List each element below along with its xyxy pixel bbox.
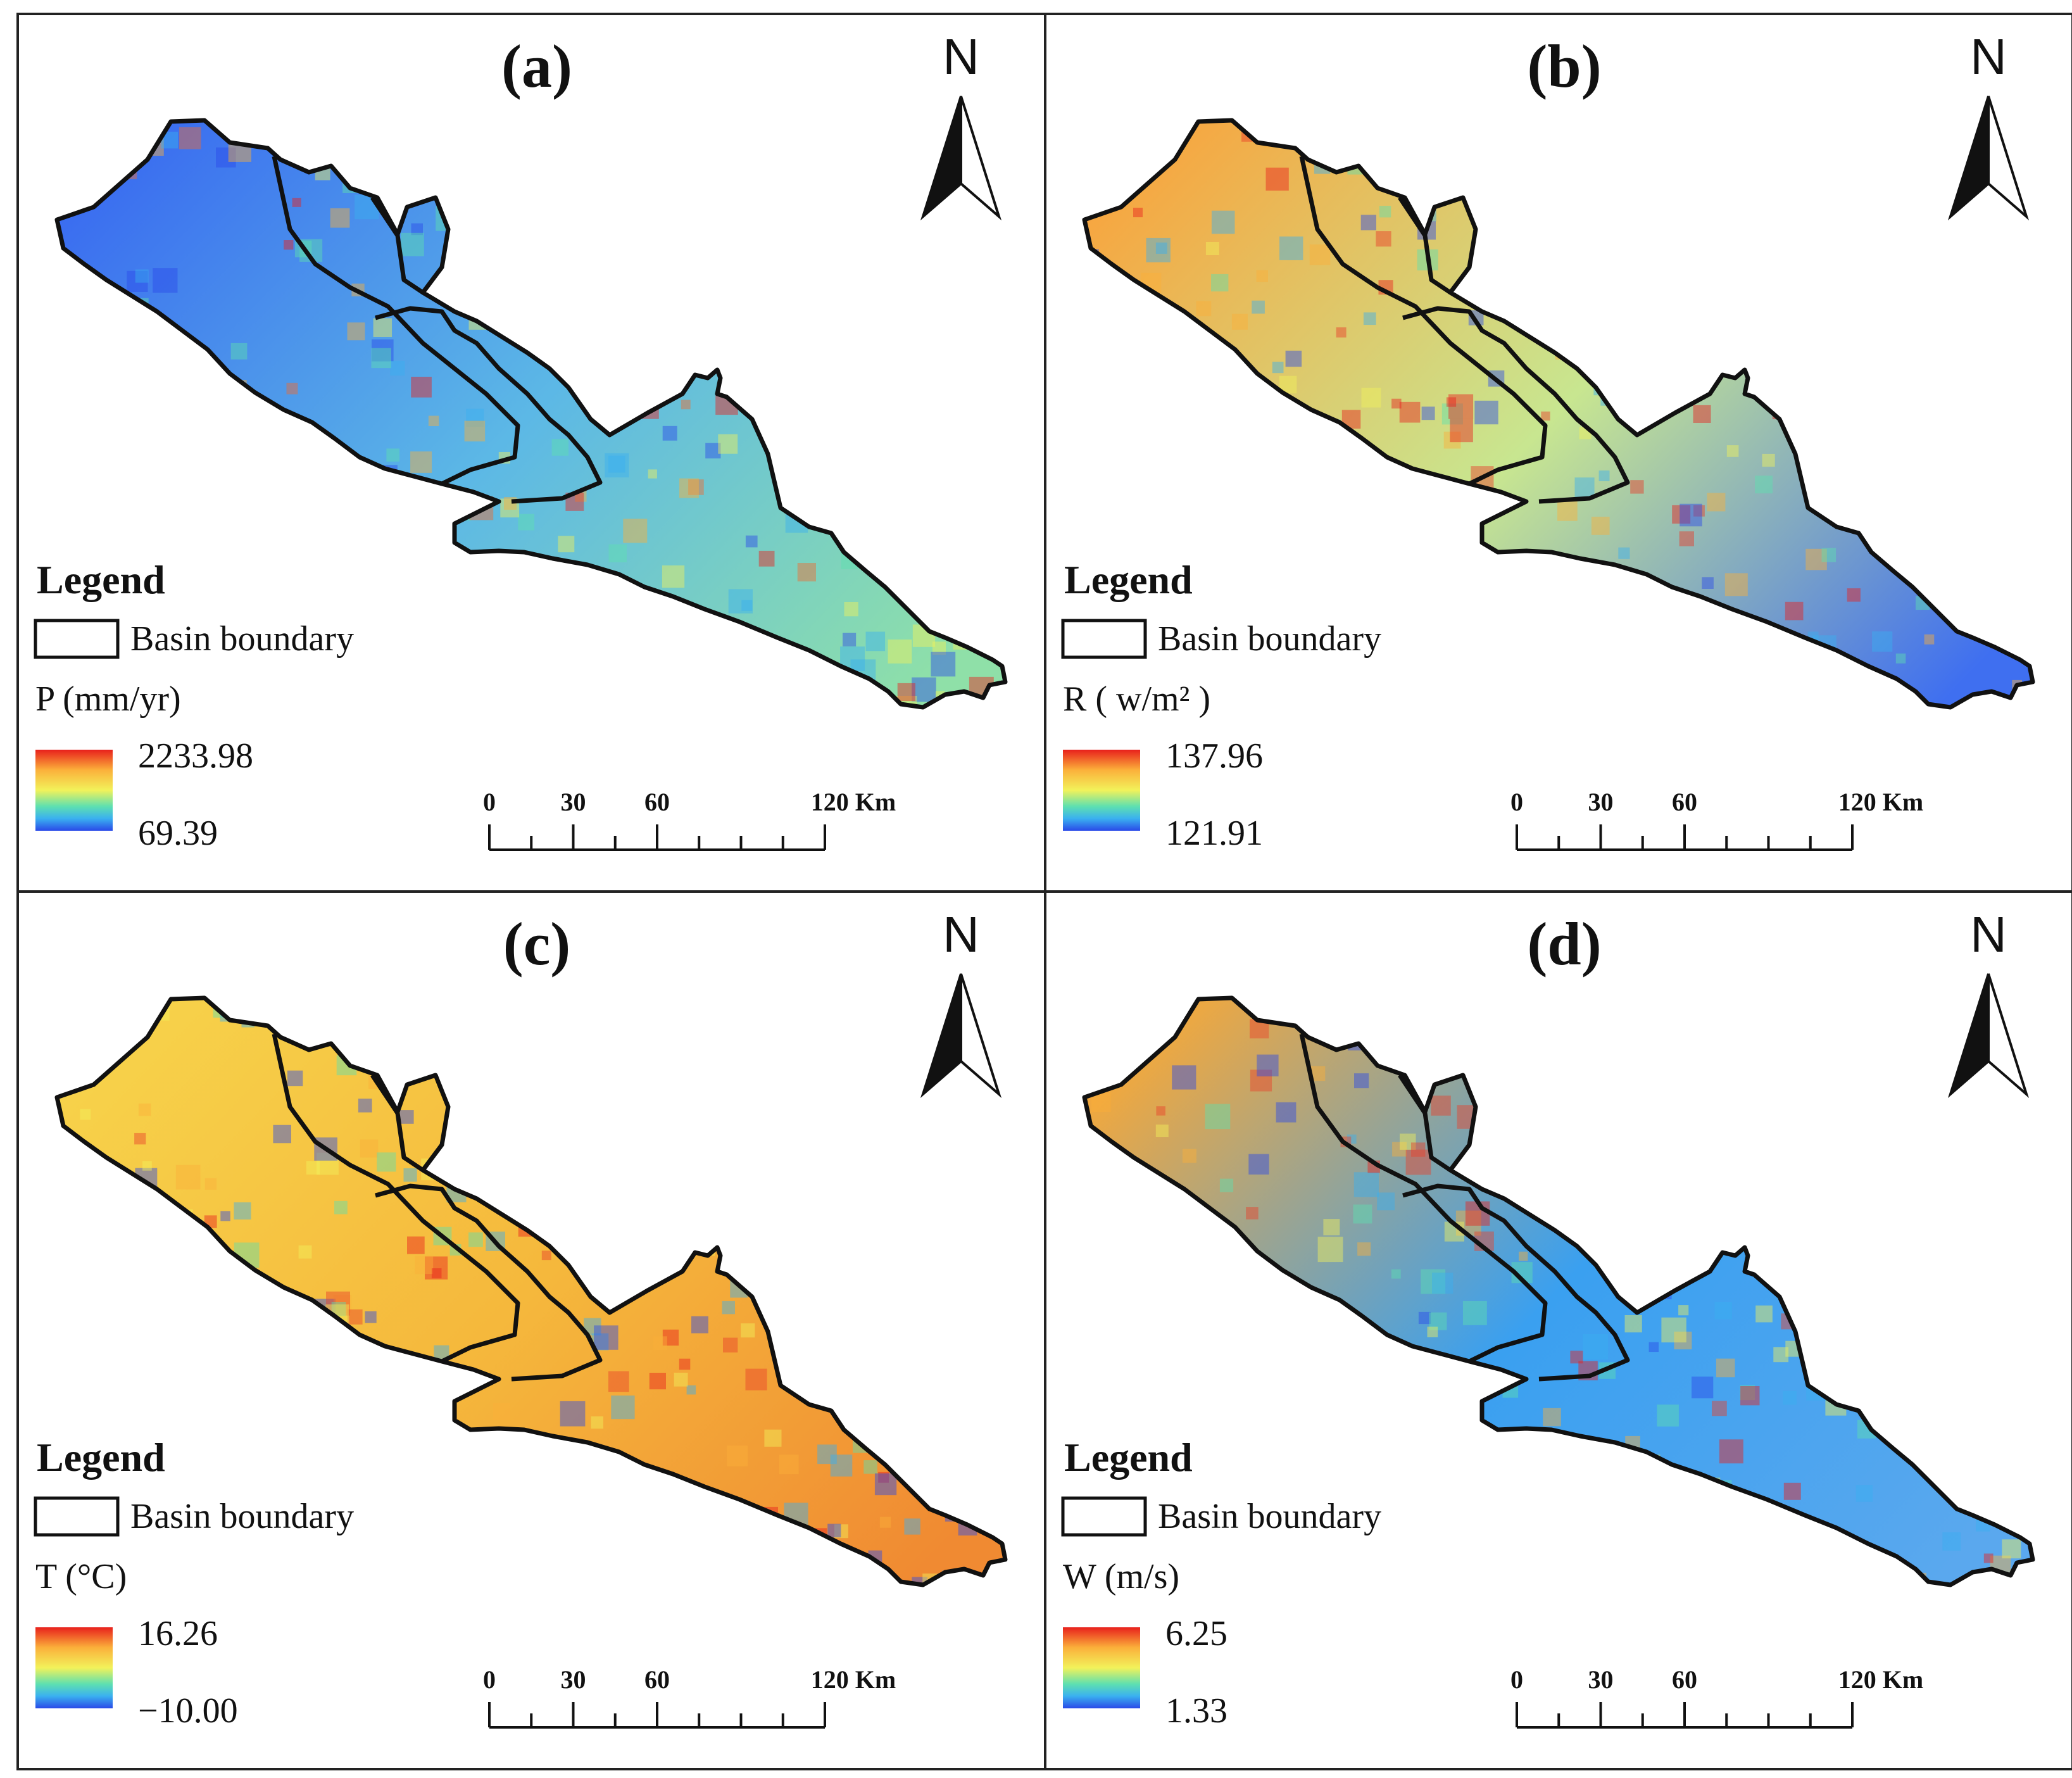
scale-tick-0: 0 — [1510, 1665, 1523, 1694]
legend-title: Legend — [1064, 1435, 1193, 1480]
panel-a-north-arrow-icon: N — [920, 28, 1002, 221]
panel-a-legend: Legend Basin boundary P (mm/yr) 2233.98 69.3… — [34, 557, 354, 853]
color-ramp — [35, 750, 113, 831]
north-arrow-right-half — [960, 96, 1002, 221]
variable-label: P (mm/yr) — [35, 679, 181, 719]
legend-title: Legend — [37, 557, 165, 602]
variable-label: T (°C) — [35, 1557, 127, 1596]
scale-tick-2: 60 — [1672, 1665, 1697, 1694]
legend-max-value: 2233.98 — [138, 736, 253, 776]
panels: (a) N Legend Basin boundary P (mm/yr) 2233.98… — [16, 13, 2072, 1770]
panel-a-scale-bar: 0 30 60 120 Km — [483, 788, 896, 851]
scale-tick-1: 30 — [1588, 1665, 1614, 1694]
panel-a-sub-basin-boundary-1 — [272, 156, 520, 486]
legend-title: Legend — [37, 1435, 165, 1480]
panel-d-scale-bar: 0 30 60 120 Km — [1510, 1665, 1923, 1729]
panel-b-north-letter: N — [1970, 28, 2007, 85]
scale-tick-2: 60 — [1672, 788, 1697, 816]
color-ramp — [35, 1627, 113, 1708]
panel-b-north-arrow-icon: N — [1947, 28, 2030, 221]
scale-tick-3: 120 Km — [811, 1665, 896, 1694]
panel-d-north-arrow-icon: N — [1947, 906, 2030, 1099]
legend-max-value: 137.96 — [1165, 736, 1263, 776]
panel-c-north-arrow-icon: N — [920, 906, 1002, 1099]
panel-a: (a) N Legend Basin boundary P (mm/yr) 2233.98… — [16, 13, 1046, 893]
basin-boundary-label: Basin boundary — [1158, 1497, 1381, 1536]
panel-d-sub-basin-boundary-1 — [1299, 1033, 1548, 1364]
panel-c-sub-basin-boundary-1 — [272, 1033, 520, 1364]
panel-d-label: (d) — [1527, 910, 1601, 978]
panel-a-sub-basin-boundary-3 — [375, 306, 603, 504]
legend-max-value: 6.25 — [1165, 1614, 1228, 1653]
color-ramp — [1063, 1627, 1140, 1708]
panel-a-basin-outline — [54, 118, 1008, 710]
legend-min-value: 69.39 — [138, 814, 218, 853]
panel-d-sub-basin-boundary-2 — [1398, 1074, 1452, 1172]
basin-boundary-swatch — [34, 1496, 120, 1537]
panel-b-scale-bar: 0 30 60 120 Km — [1510, 788, 1923, 851]
variable-label: W (m/s) — [1063, 1557, 1179, 1596]
basin-boundary-label: Basin boundary — [1158, 619, 1381, 659]
panel-b: (b) N Legend Basin boundary R ( w/m² ) 137.96… — [1044, 13, 2072, 893]
panel-c-sub-basin-boundary-3 — [375, 1183, 603, 1382]
panel-d-legend: Legend Basin boundary W (m/s) 6.25 1.33 — [1061, 1435, 1381, 1731]
scale-tick-2: 60 — [644, 1665, 670, 1694]
legend-title: Legend — [1064, 557, 1193, 602]
panel-a-north-letter: N — [943, 28, 979, 85]
panel-a-label: (a) — [501, 32, 572, 100]
panel-d-sub-basin-boundary-3 — [1402, 1183, 1630, 1382]
scale-tick-2: 60 — [644, 788, 670, 816]
scale-tick-0: 0 — [1510, 788, 1523, 816]
panel-c-north-letter: N — [943, 906, 979, 962]
north-arrow-right-half — [1987, 96, 2030, 221]
scale-tick-1: 30 — [561, 788, 586, 816]
panel-b-sub-basin-boundary-1 — [1299, 156, 1548, 486]
scale-tick-3: 120 Km — [1838, 788, 1923, 816]
panel-c-label: (c) — [503, 910, 571, 978]
basin-boundary-label: Basin boundary — [130, 619, 354, 659]
scale-tick-3: 120 Km — [1838, 1665, 1923, 1694]
basin-boundary-swatch — [1061, 619, 1147, 659]
panel-d-north-letter: N — [1970, 906, 2007, 962]
basin-boundary-label: Basin boundary — [130, 1497, 354, 1536]
panel-d-basin-outline — [1082, 995, 2035, 1587]
legend-min-value: 1.33 — [1165, 1691, 1228, 1731]
color-ramp — [1063, 750, 1140, 831]
basin-boundary-swatch — [1061, 1496, 1147, 1537]
scale-tick-1: 30 — [1588, 788, 1614, 816]
scale-tick-3: 120 Km — [811, 788, 896, 816]
panel-c-sub-basin-boundary-2 — [370, 1074, 424, 1172]
legend-max-value: 16.26 — [138, 1614, 218, 1653]
basin-boundary-swatch — [34, 619, 120, 659]
north-arrow-right-half — [1987, 973, 2030, 1099]
panel-b-sub-basin-boundary-3 — [1402, 306, 1630, 504]
variable-label: R ( w/m² ) — [1063, 679, 1210, 719]
legend-min-value: 121.91 — [1165, 814, 1263, 853]
panel-b-sub-basin-boundary-2 — [1398, 196, 1452, 294]
panel-b-legend: Legend Basin boundary R ( w/m² ) 137.96 121.… — [1061, 557, 1381, 853]
panel-c-scale-bar: 0 30 60 120 Km — [483, 1665, 896, 1729]
panel-b-label: (b) — [1527, 32, 1601, 100]
panel-a-sub-basin-boundary-2 — [370, 196, 424, 294]
scale-tick-1: 30 — [561, 1665, 586, 1694]
panel-c-basin-outline — [54, 995, 1008, 1587]
scale-tick-0: 0 — [483, 1665, 496, 1694]
north-arrow-right-half — [960, 973, 1002, 1099]
scale-tick-0: 0 — [483, 788, 496, 816]
panel-b-basin-outline — [1082, 118, 2035, 710]
legend-min-value: −10.00 — [138, 1691, 238, 1731]
panel-d: (d) N Legend Basin boundary W (m/s) 6.25 1.33 0… — [1044, 890, 2072, 1770]
